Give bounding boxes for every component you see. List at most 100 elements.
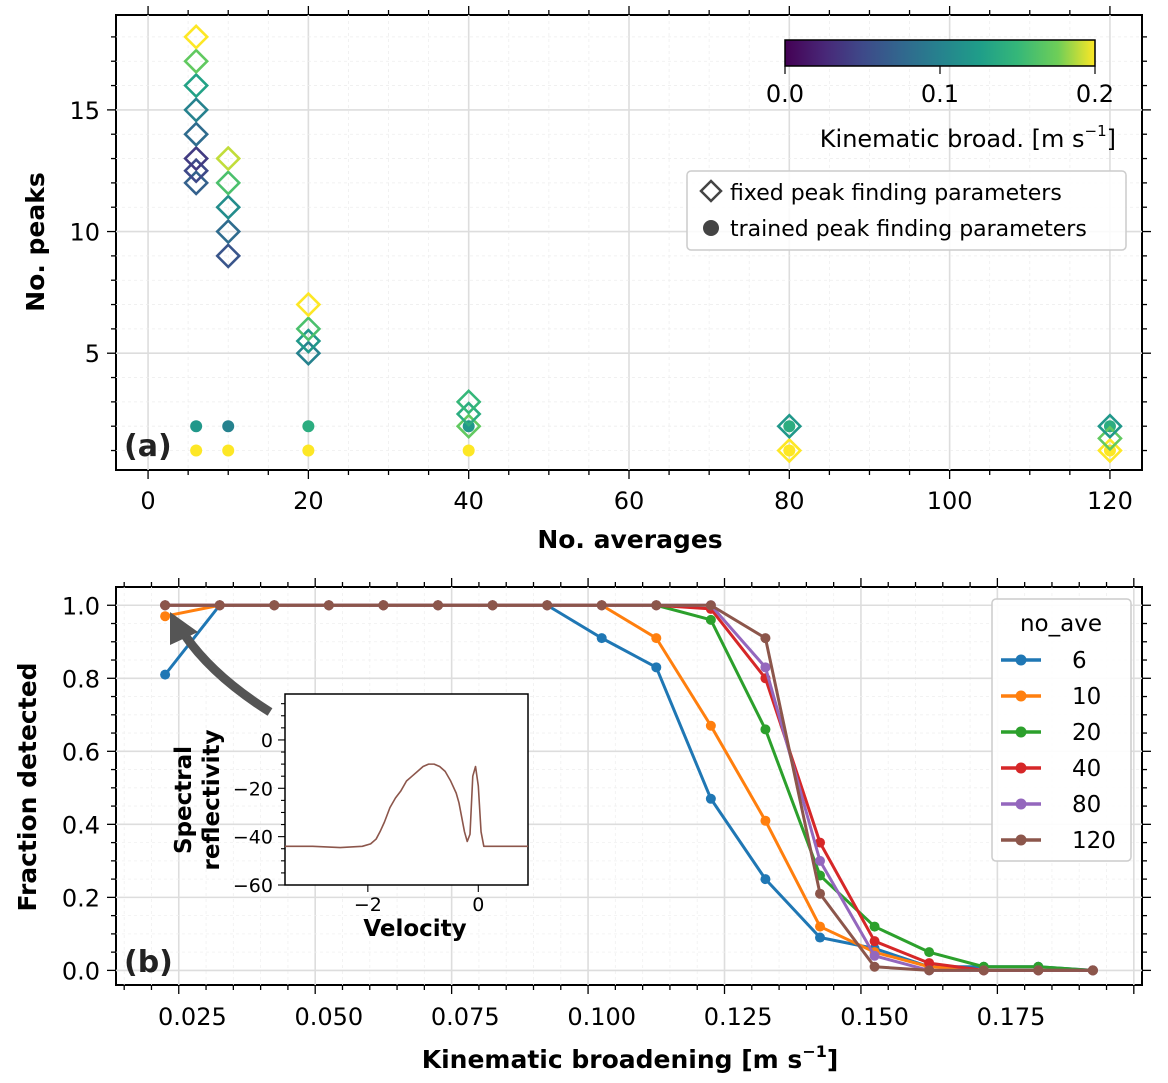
series-point [323,600,334,611]
trained-point [222,420,235,433]
fixed-point [183,72,209,99]
inset-y-tick-label: −20 [233,778,273,800]
series-point [760,662,771,673]
fixed-point [295,328,322,354]
legend-entry: 6 [1072,648,1087,674]
y-tick-label: 15 [69,97,100,125]
inset-ticks: 0−20−40−60−2 0 [233,703,484,916]
series-point [815,921,826,932]
series-point [651,662,662,673]
legend-swatch-dot [1015,762,1027,774]
panel-b-y-axis-label: Fraction detected [13,662,42,911]
series-point [978,965,989,976]
fixed-point [183,48,209,75]
series-point [815,888,826,899]
legend-entry: 40 [1072,756,1101,782]
y-tick-label: 0.4 [62,811,100,839]
panel-a-grid [116,15,1142,470]
colorbar: 0.0 0.1 0.2 Kinematic broad. [m s−1] [766,39,1116,153]
inset-spectrum-line [285,763,528,849]
trained-point [190,420,203,433]
fixed-point [455,389,482,415]
series-point [869,936,880,947]
x-tick-label: 0.025 [158,1003,227,1031]
colorbar-label-prefix: Kinematic broad. [m s [820,125,1085,153]
y-tick-label: 0.6 [62,738,100,766]
panel-b-ticks: 0.025 0.050 0.075 0.100 0.125 0.150 0.175 0.0 0.… [62,578,1151,1031]
fixed-point [1097,425,1123,452]
panel-a-label: (a) [124,429,172,464]
legend-box [991,598,1132,862]
series-line [165,603,1093,972]
series-point [160,611,171,622]
colorbar-label-suffix: ] [1107,125,1116,153]
y-tick-label: 0.8 [62,665,100,693]
trained-point [222,444,235,457]
legend-title: no_ave [1020,611,1102,637]
panel-b-legend: no_ave 6 10 20 40 80 120 [991,598,1132,862]
colorbar-gradient [784,39,1096,67]
series-point [924,958,935,969]
trained-point [783,420,796,433]
fixed-point [183,121,209,148]
colorbar-label-sup: −1 [1085,122,1107,140]
x-tick-label: 0.150 [840,1003,909,1031]
legend-entry: 10 [1072,684,1101,710]
fixed-point [215,170,242,196]
panel-a-x-axis-label: No. averages [537,525,722,554]
trained-point [462,444,475,457]
series-point [596,600,607,611]
fixed-point [215,218,242,245]
series-point [705,600,716,611]
series-point [924,947,935,958]
panel-a-y-axis-label: No. peaks [21,172,50,312]
inset-spectrum: 0−20−40−60−2 0 Velocity Spectral reflecti… [171,693,529,942]
panel-b-lines [160,600,1098,976]
panel-b-x-label-prefix: Kinematic broadening [m s [422,1045,803,1074]
series-point [487,600,498,611]
legend-swatch-dot [1015,834,1027,846]
x-tick-label: 0 [140,487,155,515]
series-point [651,600,662,611]
inset-x-tick-label: 0 [472,894,484,916]
series-120 [160,600,1098,976]
fixed-point [1097,413,1123,440]
series-point [651,633,662,644]
panel-b-label: (b) [124,945,173,980]
colorbar-tick-label: 0.0 [766,80,804,108]
series-point [432,600,443,611]
legend-entry: 80 [1072,792,1101,818]
panel-a-points [183,24,1123,464]
panel-a-legend: fixed peak finding parameters trained pe… [686,170,1127,251]
colorbar-tick-label: 0.1 [921,80,959,108]
series-point [705,793,716,804]
fixed-point [295,340,322,367]
series-point [705,614,716,625]
inset-x-axis-label: Velocity [363,916,466,942]
fixed-point [455,413,482,440]
series-point [378,600,389,611]
panel-b-x-axis-label: Kinematic broadening [m s−1] [422,1042,839,1074]
x-tick-label: 100 [927,487,973,515]
annotation-arrow-head [170,612,198,645]
legend-entry: 20 [1072,720,1101,746]
fixed-point [183,157,209,184]
inset-y-axis-label-line2: reflectivity [199,730,225,871]
series-point [760,724,771,735]
fixed-point [215,243,242,269]
series-point [542,600,553,611]
series-point [815,837,826,848]
colorbar-tick-label: 0.2 [1076,80,1114,108]
legend-entry-fixed: fixed peak finding parameters [730,181,1062,206]
legend-diamond-marker [699,179,723,203]
fixed-point [776,437,803,464]
fixed-point [183,170,209,196]
legend-circle-marker [703,220,719,236]
y-tick-label: 10 [69,219,100,247]
inset-line [285,763,528,849]
trained-point [302,420,315,433]
x-tick-label: 40 [453,487,484,515]
series-point [1033,965,1044,976]
fixed-point [215,194,242,221]
